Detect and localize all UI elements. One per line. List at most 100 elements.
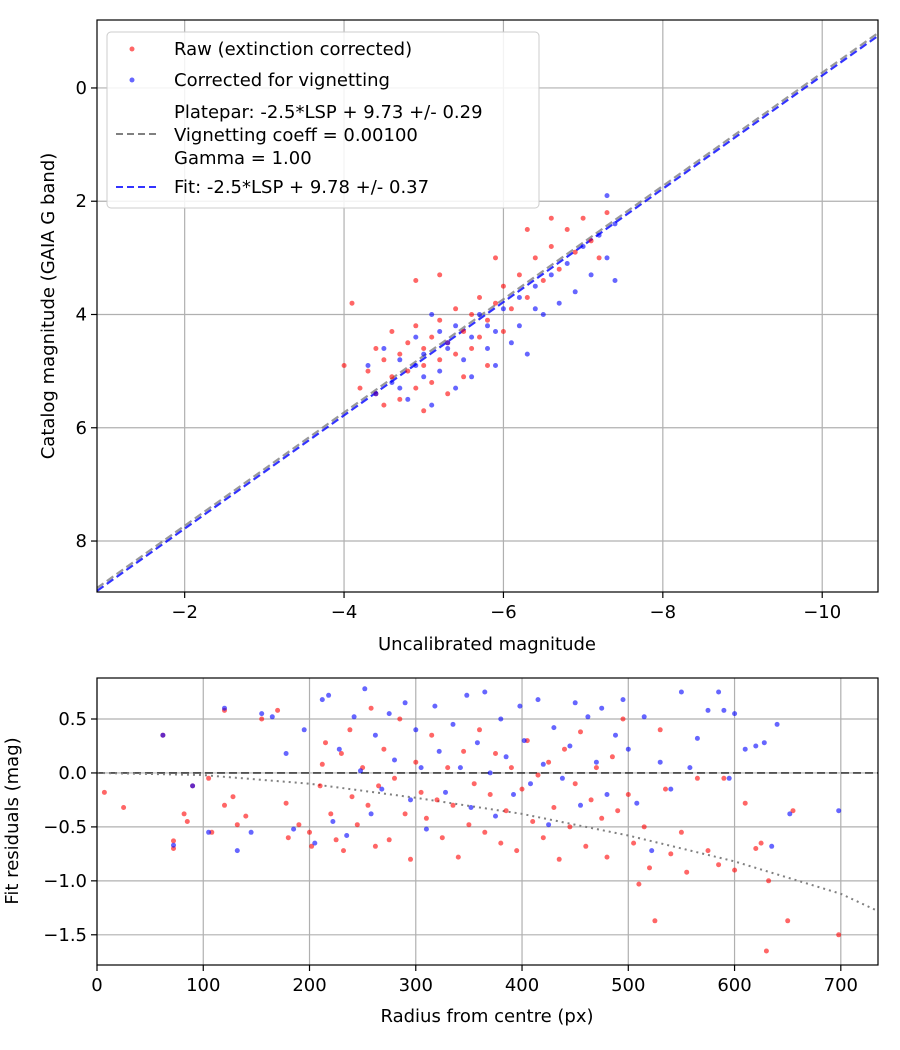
data-point: [517, 703, 523, 709]
data-point: [402, 811, 408, 817]
data-point: [742, 800, 748, 806]
data-point: [540, 312, 546, 317]
data-point: [423, 815, 429, 821]
data-point: [230, 794, 236, 800]
legend-label-platepar-2: Vignetting coeff = 0.00100: [174, 125, 418, 146]
data-point: [498, 840, 504, 846]
data-point: [312, 840, 318, 846]
data-point: [445, 340, 451, 346]
data-point: [508, 765, 514, 771]
data-point: [171, 838, 176, 844]
data-point: [578, 802, 583, 808]
data-point: [705, 848, 711, 854]
data-point: [405, 396, 411, 402]
data-point: [487, 792, 493, 797]
data-point: [453, 351, 459, 357]
bottom-axes-frame: [96, 677, 879, 966]
data-point: [721, 775, 727, 781]
x-tick-label: −10: [803, 602, 841, 623]
y-tick-label: −1.0: [43, 871, 87, 892]
y-tick-label: 6: [76, 418, 87, 439]
data-point: [222, 705, 227, 711]
data-point: [477, 334, 482, 340]
data-point: [386, 711, 392, 717]
data-point: [726, 775, 732, 781]
data-point: [413, 385, 419, 391]
data-point: [389, 380, 395, 385]
bottom-x-axis-label: Radius from centre (px): [380, 1006, 593, 1027]
data-point: [620, 716, 626, 722]
data-point: [540, 278, 546, 283]
data-point: [564, 261, 570, 266]
data-point: [365, 802, 371, 808]
data-point: [636, 881, 642, 887]
data-point: [381, 746, 387, 752]
data-point: [413, 727, 419, 733]
data-point: [572, 249, 578, 255]
data-point: [631, 840, 637, 846]
data-point: [567, 824, 573, 830]
data-point: [500, 329, 506, 334]
data-point: [678, 689, 684, 695]
data-point: [206, 829, 212, 835]
data-point: [437, 329, 443, 334]
data-point: [790, 808, 796, 814]
data-point: [432, 703, 438, 709]
data-point: [445, 765, 451, 771]
data-point: [101, 789, 107, 795]
data-point: [564, 227, 570, 232]
data-point: [347, 727, 353, 733]
data-point: [421, 363, 427, 368]
data-point: [402, 700, 408, 706]
data-point: [521, 738, 527, 744]
data-point: [222, 802, 227, 808]
y-tick-label: −0.5: [43, 817, 87, 838]
legend-marker-corrected: [129, 77, 135, 83]
data-point: [445, 346, 451, 351]
data-point: [546, 822, 552, 828]
data-point: [493, 813, 498, 819]
x-tick-label: 200: [292, 975, 326, 996]
data-point: [455, 854, 461, 860]
data-point: [559, 775, 565, 781]
data-point: [381, 357, 387, 363]
bottom-data-points: [101, 686, 842, 954]
data-point: [296, 822, 302, 828]
data-point: [519, 786, 525, 792]
data-point: [567, 743, 573, 749]
data-point: [437, 272, 443, 278]
data-point: [548, 215, 554, 221]
data-point: [649, 848, 655, 854]
data-point: [285, 835, 291, 841]
data-point: [753, 846, 759, 851]
legend-box: [106, 31, 540, 209]
data-point: [668, 786, 674, 792]
data-point: [615, 808, 621, 814]
data-point: [705, 707, 711, 713]
data-point: [503, 754, 509, 760]
data-point: [259, 716, 265, 722]
top-y-axis-label: Catalog magnitude (GAIA G band): [38, 153, 59, 460]
x-tick-label: 600: [717, 975, 751, 996]
data-point: [485, 346, 490, 351]
data-point: [493, 751, 498, 756]
data-point: [397, 351, 403, 357]
data-point: [599, 705, 605, 711]
data-point: [365, 363, 371, 368]
data-point: [503, 808, 509, 814]
x-tick-label: 300: [399, 975, 433, 996]
data-point: [437, 317, 443, 323]
data-point: [474, 740, 480, 746]
data-point: [351, 714, 357, 720]
residuals-plot: 0 100 200 300 400 500 600 700 0.5 0.0 −0.5 −1.0 −1.5…: [2, 677, 879, 1027]
data-point: [338, 751, 344, 756]
data-point: [732, 711, 738, 717]
data-point: [585, 714, 591, 720]
data-point: [469, 374, 475, 380]
data-point: [694, 775, 700, 781]
data-point: [604, 193, 610, 199]
data-point: [508, 340, 514, 346]
x-tick-label: 100: [186, 975, 220, 996]
data-point: [413, 334, 419, 340]
data-point: [551, 805, 557, 810]
